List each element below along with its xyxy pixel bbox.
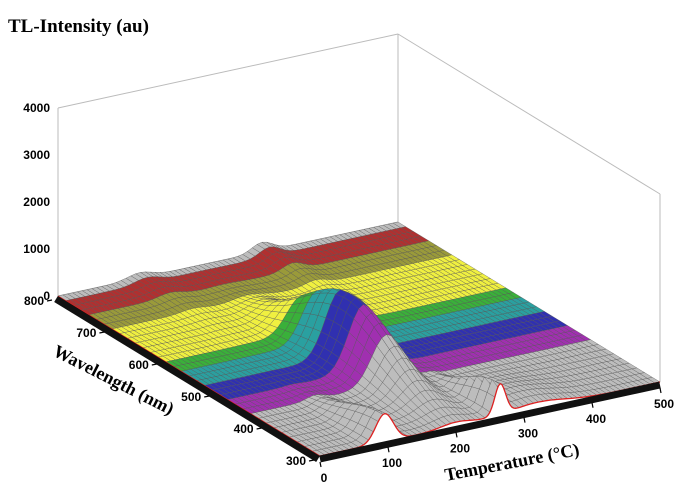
x-tick-mark [387,447,390,453]
x-tick-label: 0 [321,471,328,485]
x-tick-mark [319,461,322,468]
temperature-axis-bar [319,381,661,463]
y-tick-label: 500 [181,390,201,404]
x-tick-mark [523,417,526,423]
z-tick-label: 4000 [23,101,50,115]
side-top-edge [397,33,661,195]
y-tick-mark [151,363,157,366]
y-tick-mark [99,331,105,334]
base-axes [54,296,661,463]
y-tick-label: 800 [24,294,44,308]
y-tick-mark [308,459,315,462]
x-tick-label: 200 [450,441,470,455]
y-tick-labels: 300 400 500 600 700 800 [24,294,315,468]
left-edge-curve [57,295,321,457]
x-tick-mark [659,387,662,394]
z-tick-label: 3000 [23,148,50,162]
y-tick-label: 700 [76,326,96,340]
y-tick-label: 600 [129,358,149,372]
z-tick-labels: 0 1000 2000 3000 4000 [23,101,50,303]
z-tick-label: 2000 [23,195,50,209]
z-tick-label: 1000 [23,242,50,256]
x-tick-mark [455,432,458,438]
z-tick-label: 0 [43,289,50,303]
y-tick-mark [204,395,210,398]
wavelength-axis-bar [54,296,320,462]
x-tick-label: 300 [518,427,538,441]
x-tick-label: 400 [586,412,606,426]
z-axis-title: TL-Intensity (au) [8,16,149,37]
y-tick-label: 400 [234,422,254,436]
x-tick-labels: 0 100 200 300 400 500 [319,387,674,485]
surface-mesh [57,221,661,457]
back-top-edge [57,33,399,109]
y-tick-mark [256,427,262,430]
x-tick-label: 500 [654,397,674,411]
y-tick-mark [46,299,53,302]
x-tick-mark [591,402,594,408]
x-tick-label: 100 [382,456,402,470]
y-tick-label: 300 [286,454,306,468]
